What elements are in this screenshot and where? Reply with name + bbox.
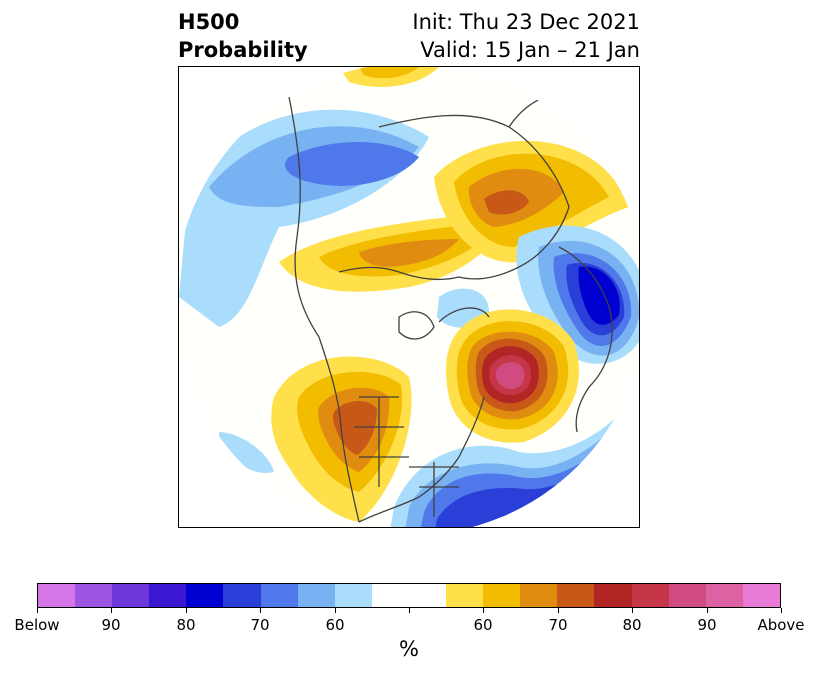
colorbar-swatch: [38, 584, 76, 607]
map-title-right: Init: Thu 23 Dec 2021 Valid: 15 Jan – 21…: [412, 8, 640, 64]
eurasia-ridge: [279, 212, 509, 292]
colorbar-tick-label: Below: [14, 616, 60, 634]
colorbar-tick-mark: [632, 608, 633, 613]
north-pacific-trough: [179, 109, 429, 473]
coastlines: [288, 92, 613, 523]
colorbar-swatch: [483, 584, 521, 607]
probability-colorbar: [37, 583, 781, 608]
colorbar-tick-mark: [335, 608, 336, 613]
colorbar-tick-mark: [409, 608, 410, 613]
probability-map: [178, 66, 640, 528]
colorbar-tick-label: 60: [473, 616, 493, 634]
colorbar-tick-mark: [111, 608, 112, 613]
colorbar-tick-mark: [260, 608, 261, 613]
colorbar-tick-label: 90: [101, 616, 121, 634]
colorbar-swatch: [371, 584, 409, 607]
colorbar-swatch: [446, 584, 484, 607]
colorbar-tick-mark: [781, 608, 782, 613]
colorbar-swatch: [631, 584, 669, 607]
colorbar-tick-label: 70: [250, 616, 270, 634]
colorbar-swatch: [186, 584, 224, 607]
colorbar-tick-label: 60: [325, 616, 345, 634]
colorbar-swatch: [223, 584, 261, 607]
title-product: Probability: [178, 38, 308, 62]
colorbar-swatch: [408, 584, 447, 607]
title-init-date: Init: Thu 23 Dec 2021: [412, 10, 640, 34]
title-variable: H500: [178, 10, 240, 34]
siberia-ridge: [339, 67, 629, 263]
north-atlantic-ridge: [446, 309, 579, 443]
colorbar-tick-mark: [558, 608, 559, 613]
colorbar-tick-mark: [37, 608, 38, 613]
colorbar-tick-mark: [707, 608, 708, 613]
western-north-america-ridge: [271, 356, 412, 522]
map-title-left: H500 Probability: [178, 8, 308, 64]
colorbar-swatch: [742, 584, 780, 607]
colorbar-swatch: [594, 584, 632, 607]
colorbar-swatch: [334, 584, 372, 607]
colorbar-swatch: [520, 584, 558, 607]
colorbar-tick-label: Above: [757, 616, 805, 634]
colorbar-tick-label: 90: [697, 616, 717, 634]
colorbar-swatch: [149, 584, 187, 607]
colorbar-tick-mark: [186, 608, 187, 613]
colorbar-swatch: [705, 584, 743, 607]
colorbar-unit-label: %: [399, 637, 419, 661]
colorbar-tick-label: 80: [176, 616, 196, 634]
colorbar-swatch: [260, 584, 298, 607]
colorbar-tick-label: 80: [622, 616, 642, 634]
colorbar-swatch: [557, 584, 595, 607]
colorbar-swatch: [112, 584, 150, 607]
colorbar-tick-label: 70: [548, 616, 568, 634]
colorbar-swatch: [297, 584, 335, 607]
colorbar-tick-mark: [483, 608, 484, 613]
colorbar-swatch: [75, 584, 113, 607]
title-valid-range: Valid: 15 Jan – 21 Jan: [420, 38, 640, 62]
colorbar-swatch: [668, 584, 706, 607]
